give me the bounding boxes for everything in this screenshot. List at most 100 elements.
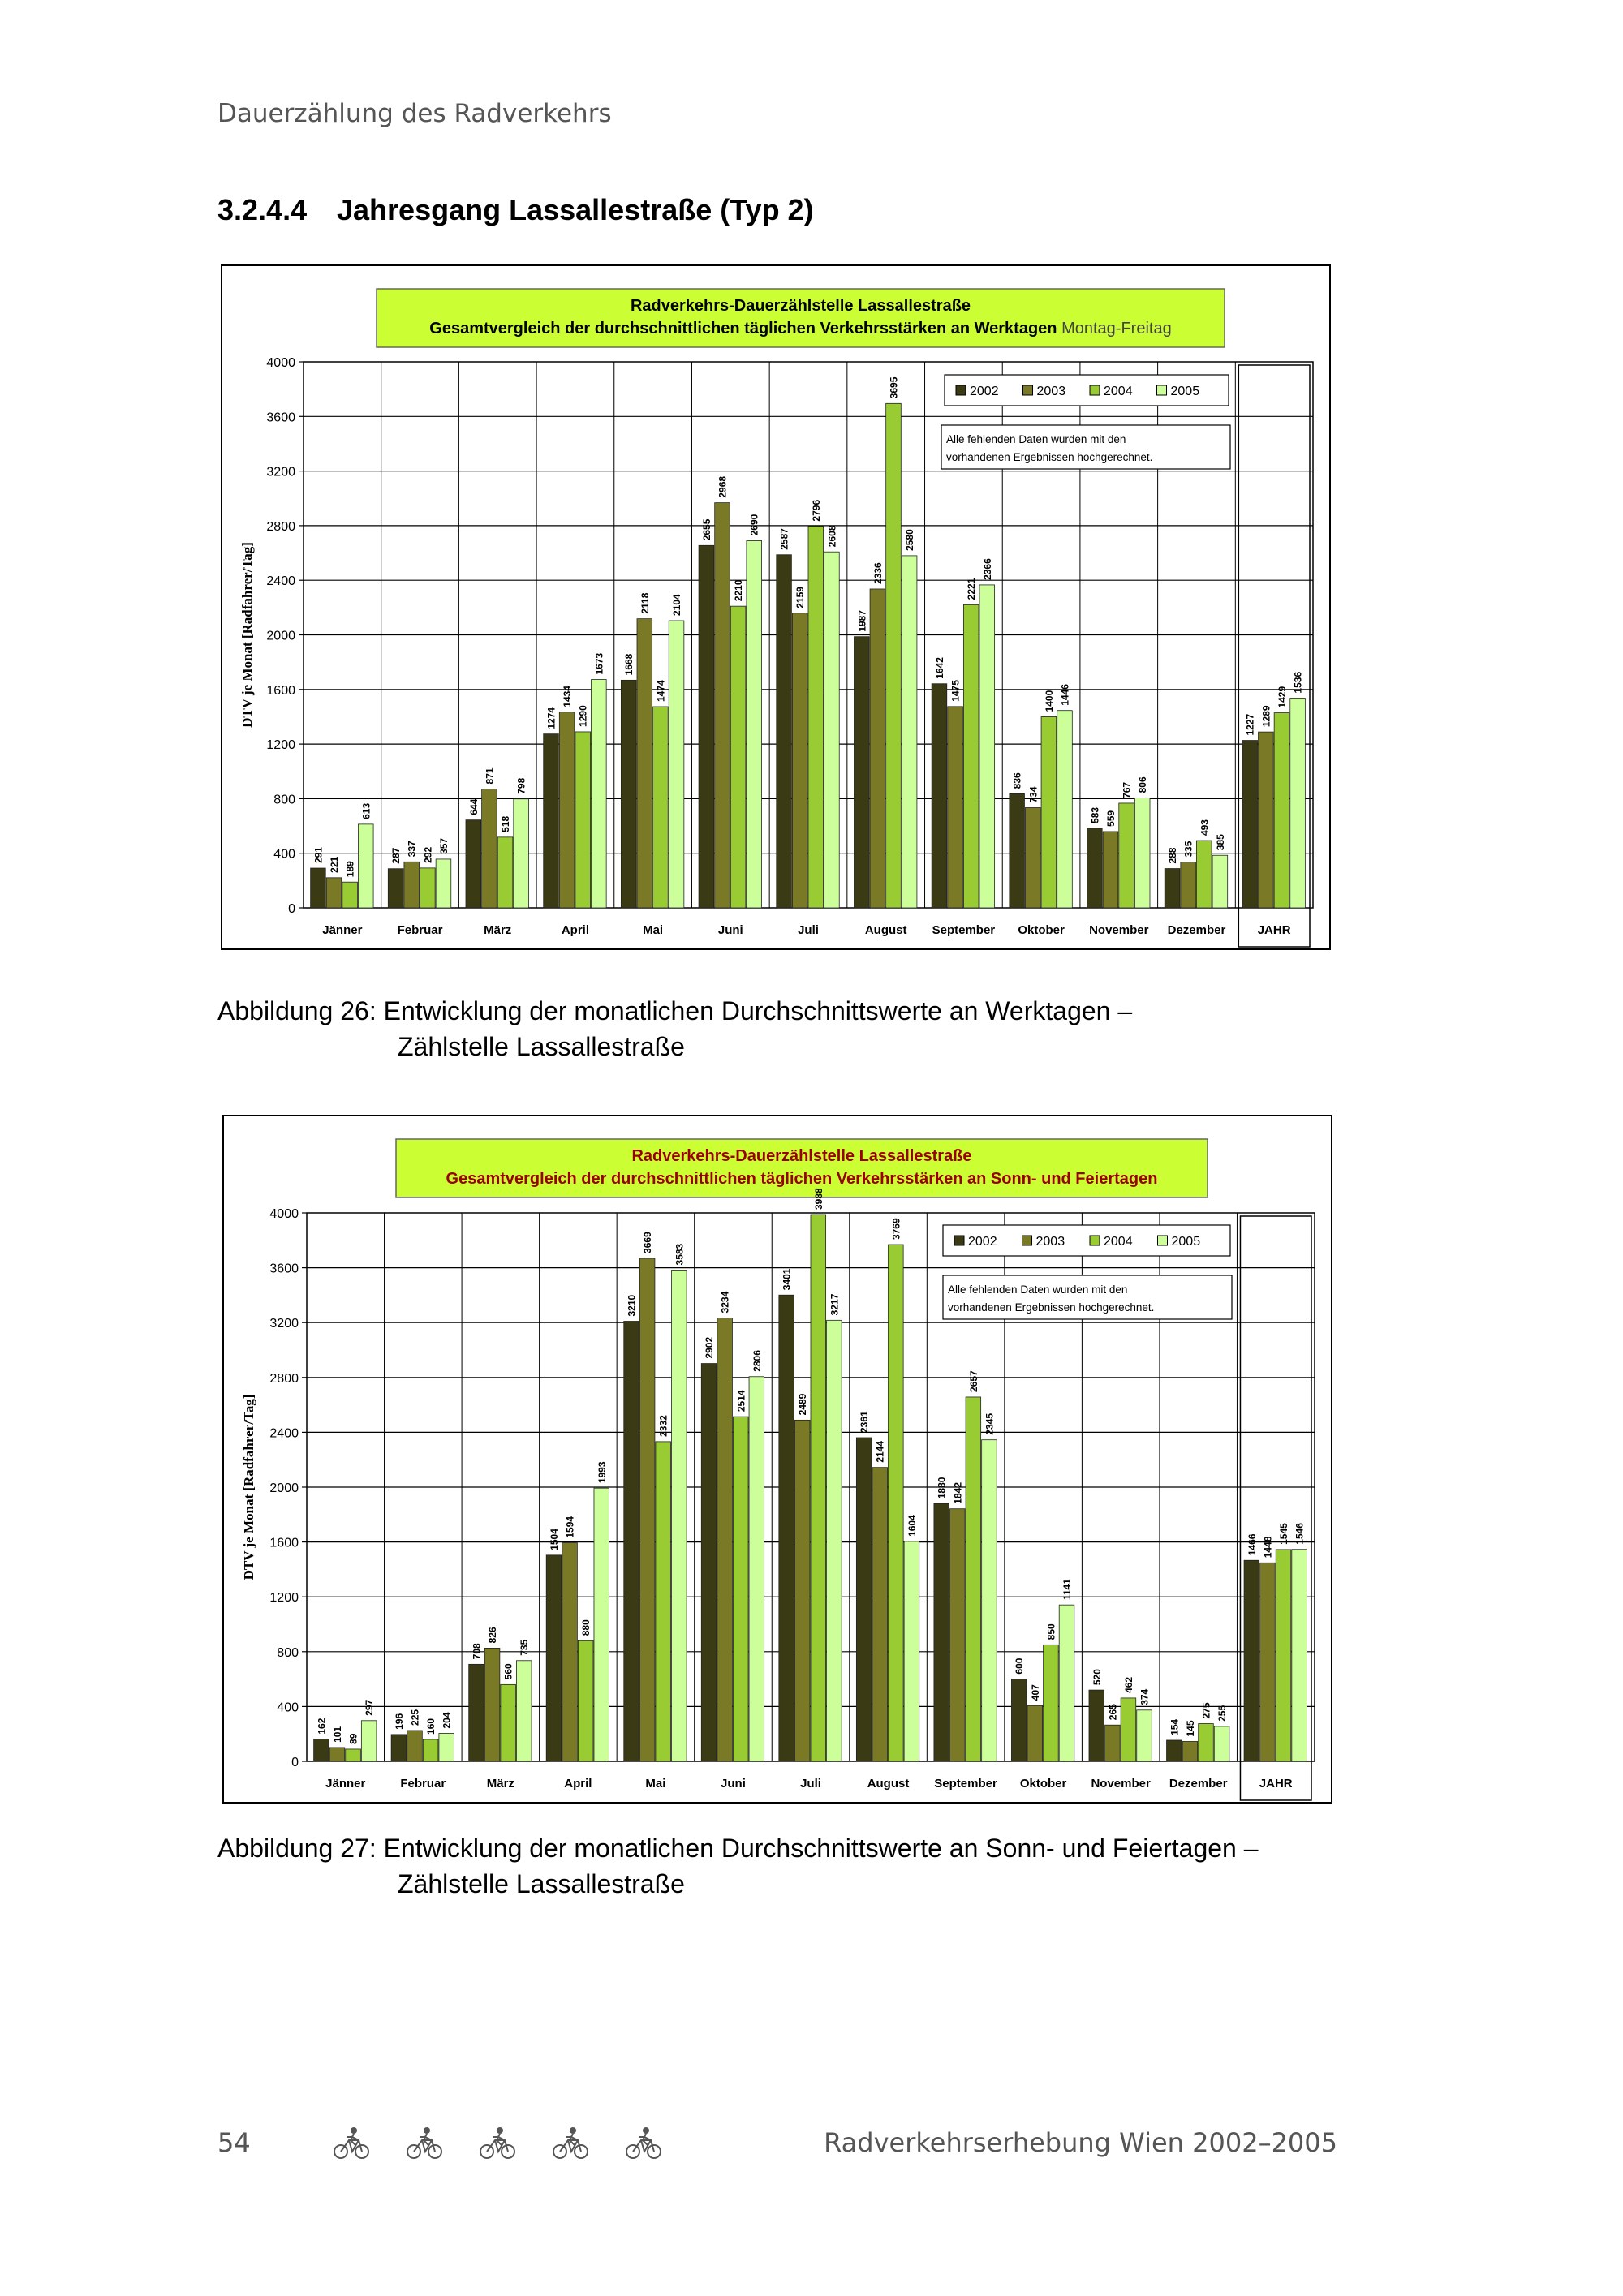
bicycle-icon bbox=[480, 2127, 515, 2159]
y-tick-label: 400 bbox=[277, 1701, 299, 1714]
x-tick-label: März bbox=[487, 1777, 514, 1791]
data-label: 265 bbox=[1107, 1704, 1118, 1720]
data-label: 560 bbox=[503, 1663, 514, 1679]
data-label: 145 bbox=[1185, 1720, 1196, 1736]
y-tick-label: 2400 bbox=[269, 1426, 299, 1440]
data-label: 89 bbox=[348, 1733, 359, 1744]
bar-2004 bbox=[655, 1441, 671, 1762]
rider-body bbox=[349, 2133, 359, 2146]
y-tick-label: 800 bbox=[277, 1646, 299, 1660]
x-tick-label: JAHR bbox=[1259, 1777, 1293, 1791]
bar-2002 bbox=[465, 819, 482, 909]
data-label: 221 bbox=[329, 856, 340, 872]
data-label: 3669 bbox=[642, 1232, 653, 1253]
x-tick-label: November bbox=[1089, 923, 1149, 937]
bicycle-icon bbox=[626, 2127, 661, 2159]
data-label: 600 bbox=[1014, 1658, 1025, 1674]
data-label: 1400 bbox=[1044, 690, 1055, 712]
legend-label-2003: 2003 bbox=[1037, 385, 1066, 398]
bar-2004 bbox=[652, 706, 669, 909]
chart-title-box bbox=[395, 1138, 1208, 1198]
rider-head bbox=[497, 2127, 503, 2134]
y-tick-label: 2000 bbox=[269, 1481, 299, 1495]
legend-label-2002: 2002 bbox=[968, 1235, 997, 1249]
y-tick-label: 4000 bbox=[266, 356, 295, 370]
bar-2002 bbox=[387, 868, 404, 909]
data-label: 225 bbox=[410, 1709, 421, 1726]
section-heading: 3.2.4.4 Jahresgang Lassallestraße (Typ 2) bbox=[217, 193, 814, 227]
x-tick-label: April bbox=[562, 923, 589, 937]
data-label: 1290 bbox=[578, 705, 589, 727]
x-tick-label: Dezember bbox=[1169, 1777, 1228, 1791]
data-label: 2514 bbox=[735, 1390, 747, 1412]
bicycle-wheel bbox=[480, 2144, 494, 2159]
data-label: 2361 bbox=[859, 1411, 870, 1433]
chart-title: Radverkehrs-Dauerzählstelle Lassallestra… bbox=[631, 297, 971, 315]
bar-2003 bbox=[481, 789, 497, 909]
chart-sonn-feiertage: Radverkehrs-Dauerzählstelle Lassallestra… bbox=[222, 1115, 1332, 1804]
bar-2003 bbox=[1102, 831, 1119, 909]
bar-2002 bbox=[931, 683, 948, 909]
bar-2002 bbox=[1088, 1689, 1104, 1762]
bar-2003 bbox=[636, 618, 653, 909]
bar-2005 bbox=[513, 798, 529, 909]
data-label: 2366 bbox=[982, 558, 993, 580]
bicycle-wheel bbox=[647, 2144, 661, 2159]
y-tick-label: 0 bbox=[291, 1756, 299, 1769]
x-tick-label: September bbox=[934, 1777, 997, 1791]
data-label: 613 bbox=[360, 803, 372, 819]
bicycle-icon bbox=[553, 2127, 588, 2159]
bar-2002 bbox=[1243, 1559, 1260, 1762]
y-tick-label: 0 bbox=[288, 902, 295, 916]
bar-2003 bbox=[869, 588, 886, 909]
x-tick-label: August bbox=[865, 923, 907, 937]
bicycle-wheel bbox=[553, 2144, 567, 2159]
bar-2004 bbox=[575, 731, 591, 909]
chart-werktage-svg: Radverkehrs-Dauerzählstelle Lassallestra… bbox=[239, 288, 1314, 948]
bar-2005 bbox=[748, 1376, 765, 1762]
y-tick-label: 1600 bbox=[269, 1537, 299, 1550]
chart-subtitle-main: Gesamtvergleich der durchschnittlichen t… bbox=[429, 320, 1057, 338]
x-tick-label: Juni bbox=[718, 923, 743, 937]
bar-2004 bbox=[1275, 1549, 1292, 1762]
bar-2003 bbox=[872, 1467, 888, 1762]
bar-2005 bbox=[435, 858, 452, 909]
x-tick-label: Juli bbox=[798, 923, 819, 937]
bar-2004 bbox=[1120, 1697, 1137, 1762]
bar-2003 bbox=[791, 613, 808, 909]
bar-2002 bbox=[700, 1363, 717, 1762]
bar-2005 bbox=[668, 620, 685, 909]
bar-2005 bbox=[826, 1319, 842, 1762]
running-header: Dauerzählung des Radverkehrs bbox=[217, 99, 612, 128]
data-label: 2159 bbox=[794, 587, 806, 608]
y-tick-label: 3600 bbox=[269, 1262, 299, 1276]
data-label: 160 bbox=[425, 1718, 437, 1735]
x-tick-label: JAHR bbox=[1258, 923, 1291, 937]
bar-2002 bbox=[620, 679, 637, 909]
data-label: 1475 bbox=[950, 680, 962, 702]
legend-label-2005: 2005 bbox=[1172, 1235, 1201, 1249]
x-tick-label: Juni bbox=[721, 1777, 746, 1791]
rider-head bbox=[570, 2127, 576, 2134]
rider-body bbox=[495, 2133, 506, 2146]
jahr-group-frame bbox=[1239, 1215, 1312, 1801]
bar-2004 bbox=[1040, 716, 1057, 909]
bar-2003 bbox=[1027, 1705, 1044, 1762]
bicycle-icon bbox=[334, 2127, 369, 2159]
data-label: 583 bbox=[1089, 807, 1100, 823]
data-label: 337 bbox=[407, 841, 418, 857]
chart-werktage: Radverkehrs-Dauerzählstelle Lassallestra… bbox=[221, 264, 1331, 950]
data-label: 407 bbox=[1030, 1684, 1041, 1701]
data-label: 1668 bbox=[623, 653, 635, 675]
data-label: 1546 bbox=[1294, 1523, 1306, 1545]
bar-2004 bbox=[420, 867, 436, 909]
section-number: 3.2.4.4 bbox=[217, 193, 308, 226]
data-label: 2336 bbox=[872, 562, 884, 584]
bar-2003 bbox=[1258, 731, 1274, 909]
data-label: 3583 bbox=[674, 1243, 685, 1265]
data-label: 291 bbox=[312, 847, 324, 863]
data-label: 101 bbox=[332, 1726, 343, 1743]
data-label: 335 bbox=[1183, 841, 1195, 857]
chart-subtitle: Gesamtvergleich der durchschnittlichen t… bbox=[446, 1170, 1158, 1188]
bicycle-icon bbox=[407, 2127, 442, 2159]
